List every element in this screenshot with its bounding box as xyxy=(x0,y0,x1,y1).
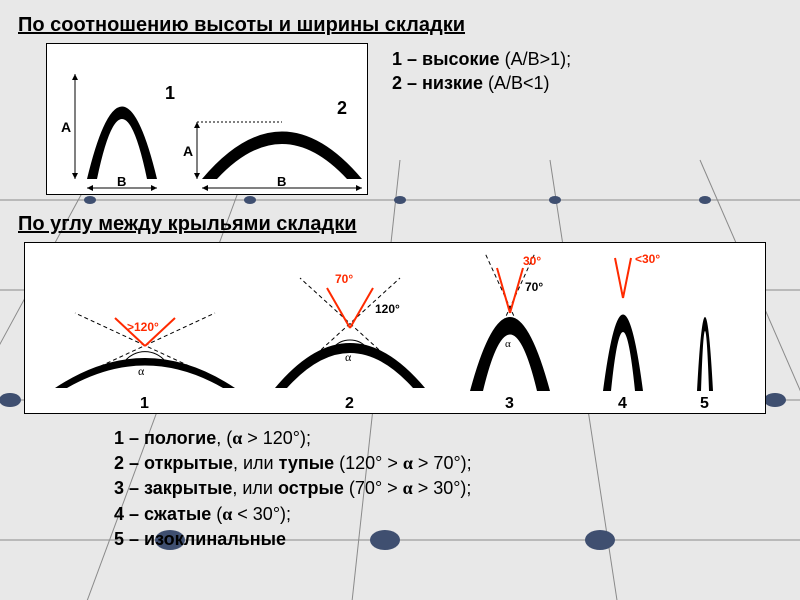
svg-text:30°: 30° xyxy=(523,254,541,268)
section2-title: По углу между крыльями складки xyxy=(18,213,782,236)
svg-text:α: α xyxy=(505,338,511,350)
angle-diagram: >120° α 1 70° 120° α 2 xyxy=(24,242,766,414)
section2-legend: 1 – пологие, (α > 120°); 2 – открытые, и… xyxy=(114,426,782,552)
svg-text:>120°: >120° xyxy=(127,320,159,334)
svg-text:<30°: <30° xyxy=(635,252,660,266)
svg-text:A: A xyxy=(183,143,193,159)
svg-text:70°: 70° xyxy=(525,280,543,294)
svg-text:1: 1 xyxy=(140,395,149,412)
section1-legend: 1 – высокие (А/В>1); 2 – низкие (А/В<1) xyxy=(392,47,571,96)
svg-text:A: A xyxy=(61,119,71,135)
section1-title: По соотношению высоты и ширины складки xyxy=(18,14,782,37)
height-width-diagram: A B 1 A B 2 xyxy=(46,43,368,195)
svg-text:2: 2 xyxy=(337,98,347,118)
svg-text:B: B xyxy=(277,174,286,189)
svg-text:α: α xyxy=(345,350,352,364)
leg1-num: 1 xyxy=(392,49,402,69)
svg-text:5: 5 xyxy=(700,395,709,412)
svg-text:120°: 120° xyxy=(375,302,400,316)
svg-text:α: α xyxy=(138,364,145,378)
svg-text:2: 2 xyxy=(345,395,354,412)
svg-text:3: 3 xyxy=(505,395,514,412)
svg-text:B: B xyxy=(117,174,126,189)
leg1-num: 2 xyxy=(392,73,402,93)
svg-text:1: 1 xyxy=(165,83,175,103)
svg-text:70°: 70° xyxy=(335,272,353,286)
svg-text:4: 4 xyxy=(618,395,627,412)
